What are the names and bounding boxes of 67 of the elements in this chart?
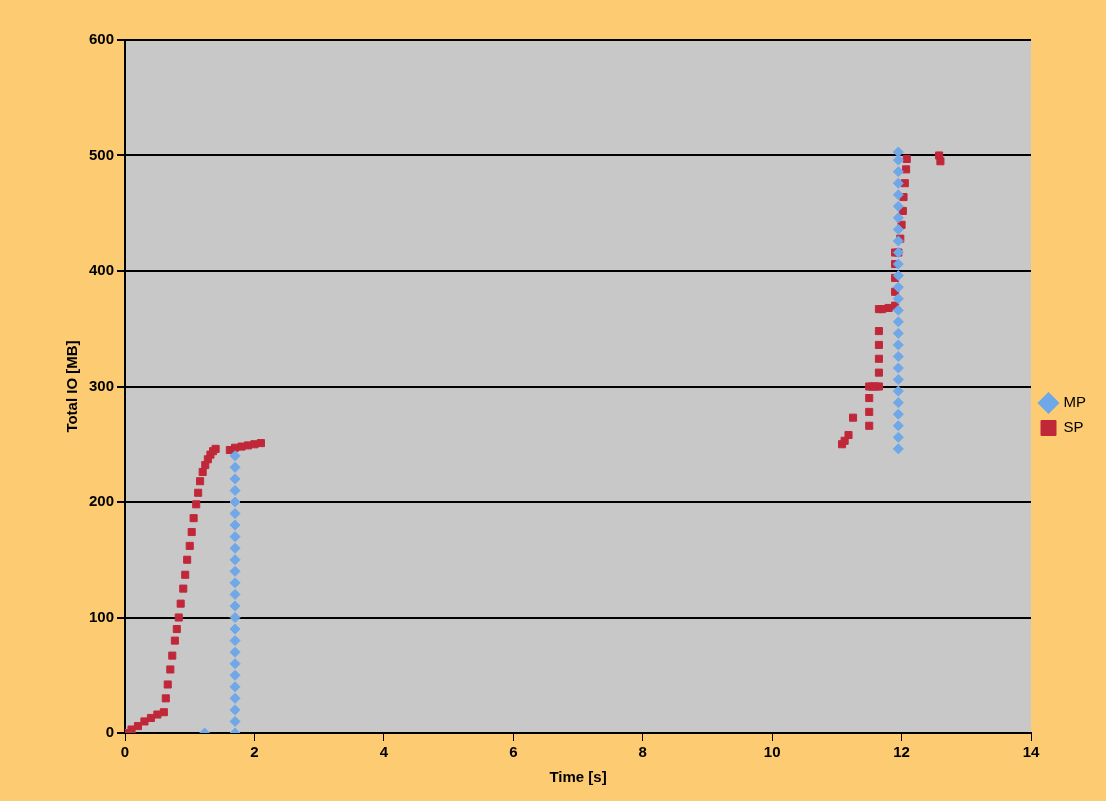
point bbox=[892, 166, 904, 178]
point bbox=[892, 350, 904, 362]
x-tick-label: 10 bbox=[763, 743, 781, 761]
point bbox=[892, 270, 904, 282]
point bbox=[892, 339, 904, 351]
x-tick-label: 2 bbox=[250, 743, 259, 761]
point bbox=[892, 374, 904, 386]
point bbox=[229, 669, 241, 681]
point bbox=[892, 212, 904, 224]
point bbox=[229, 681, 241, 693]
point bbox=[229, 692, 241, 704]
y-axis-title: Total IO [MB] bbox=[63, 340, 81, 433]
y-tick-label: 0 bbox=[105, 723, 115, 741]
point bbox=[229, 508, 241, 520]
x-tick-label: 4 bbox=[379, 743, 389, 761]
y-tick-label: 200 bbox=[89, 492, 115, 510]
point bbox=[892, 443, 904, 455]
point bbox=[229, 658, 241, 670]
x-tick-label: 0 bbox=[120, 743, 130, 761]
x-tick-label: 14 bbox=[1022, 743, 1040, 761]
point bbox=[229, 450, 241, 462]
point bbox=[229, 600, 241, 612]
point bbox=[892, 235, 904, 247]
point bbox=[229, 612, 241, 623]
point bbox=[229, 565, 241, 577]
point bbox=[229, 588, 241, 600]
point bbox=[892, 293, 904, 305]
point bbox=[892, 420, 904, 432]
x-tick-label: 8 bbox=[638, 743, 647, 761]
point bbox=[892, 258, 904, 270]
point bbox=[229, 542, 241, 554]
point bbox=[892, 200, 904, 212]
point bbox=[892, 397, 904, 409]
point bbox=[229, 554, 241, 566]
point bbox=[892, 223, 904, 235]
point bbox=[229, 473, 241, 485]
point bbox=[229, 577, 241, 589]
point bbox=[892, 281, 904, 293]
x-tick-label: 12 bbox=[893, 743, 910, 761]
y-tick-label: 600 bbox=[89, 30, 115, 48]
x-tick-label: 6 bbox=[509, 743, 518, 761]
point bbox=[892, 304, 904, 316]
legend-label: MP bbox=[1063, 393, 1086, 411]
point bbox=[892, 385, 904, 397]
point bbox=[229, 704, 241, 716]
point bbox=[229, 646, 241, 658]
y-tick-label: 100 bbox=[89, 607, 115, 625]
point bbox=[892, 177, 904, 189]
x-axis-title: Time [s] bbox=[549, 768, 607, 786]
point bbox=[229, 461, 241, 473]
point bbox=[229, 484, 241, 496]
point bbox=[892, 316, 904, 328]
point bbox=[229, 519, 241, 531]
point bbox=[892, 408, 904, 420]
point bbox=[892, 362, 904, 374]
point bbox=[229, 496, 241, 508]
point bbox=[892, 189, 904, 201]
point bbox=[229, 623, 241, 635]
point bbox=[892, 327, 904, 339]
point bbox=[229, 715, 241, 727]
y-tick-label: 500 bbox=[89, 145, 115, 163]
y-tick-label: 400 bbox=[89, 261, 115, 279]
point bbox=[229, 531, 241, 543]
point bbox=[892, 431, 904, 443]
y-tick-label: 300 bbox=[89, 376, 115, 394]
point bbox=[229, 635, 241, 647]
legend-label: SP bbox=[1063, 418, 1084, 436]
